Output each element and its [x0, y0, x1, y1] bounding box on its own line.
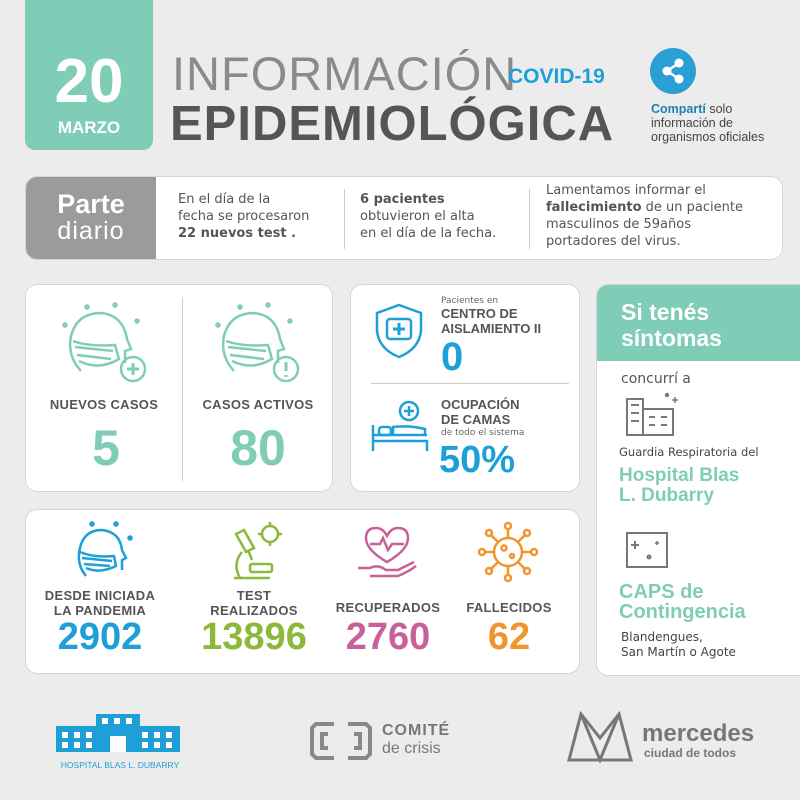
note-1-c: 22 nuevos test . [178, 226, 297, 241]
ocup-value: 50% [439, 439, 516, 481]
share-rest3: organismos oficiales [651, 130, 765, 144]
center-card: Pacientes en CENTRO DE AISLAMIENTO II 0 … [350, 284, 580, 492]
recuperados-value: 2760 [345, 616, 431, 658]
center-small: Pacientes en [441, 296, 499, 306]
cases-divider [182, 297, 183, 481]
test-value: 13896 [201, 616, 307, 658]
note-3-bold: fallecimiento [546, 200, 642, 215]
hospital-name-1: Hospital Blas [619, 465, 740, 486]
fallecidos-label: FALLECIDOS [466, 600, 552, 615]
casos-activos-value: 80 [230, 420, 286, 476]
note-3-a: Lamentamos informar el [546, 183, 706, 198]
head-mask-plus-icon [62, 302, 147, 383]
note-2-a: 6 pacientes [360, 192, 445, 207]
microscope-icon [234, 522, 282, 580]
hospital-building-icon [626, 392, 678, 436]
center-divider [371, 383, 569, 384]
test-label: TEST REALIZADOS [186, 588, 322, 618]
ocup-small: de todo el sistema [441, 428, 525, 438]
mercedes-text-2: ciudad de todos [644, 746, 737, 760]
ocup-label2: DE CAMAS [441, 412, 511, 427]
caps-name-2: Contingencia [619, 601, 746, 623]
shield-plus-icon [375, 303, 423, 359]
share-button[interactable] [650, 48, 696, 94]
comite-logo-icon [310, 722, 372, 760]
share-rest1: solo [705, 102, 733, 116]
sintomas-h1: Si tenés [621, 299, 710, 325]
caps-location-2: San Martín o Agote [621, 645, 736, 659]
hospital-bed-icon [371, 400, 429, 451]
center-label1: CENTRO DE [441, 306, 518, 321]
title-line2: EPIDEMIOLÓGICA [170, 97, 615, 151]
share-icon [662, 58, 684, 84]
title-line1: INFORMACIÓN [172, 47, 518, 100]
caps-building-icon [626, 532, 668, 568]
nuevos-casos-value: 5 [92, 420, 120, 476]
note-3: Lamentamos informar el fallecimiento de … [546, 182, 743, 250]
head-mask-icon [77, 521, 133, 577]
pandemia-l1: DESDE INICIADA [44, 588, 156, 603]
pandemia-value: 2902 [57, 616, 143, 658]
virus-icon [478, 521, 538, 582]
note-2-c: en el día de la fecha. [360, 226, 497, 241]
heart-hand-icon [358, 526, 417, 578]
caps-location-1: Blandengues, [621, 630, 703, 644]
title-tag: COVID-19 [508, 65, 605, 88]
caps-name-1: CAPS de [619, 581, 704, 603]
pandemia-l2: LA PANDEMIA [53, 603, 147, 618]
sintomas-card: Si tenés síntomas concurrí a Guardia Res… [596, 284, 800, 676]
pandemia-label: DESDE INICIADA LA PANDEMIA [32, 588, 168, 618]
date-day: 20 [54, 47, 124, 116]
date-month: MARZO [57, 118, 121, 137]
stats-card: DESDE INICIADA LA PANDEMIA 2902 TEST REA… [25, 509, 580, 674]
parte-label: Parte diario [26, 177, 156, 259]
note-2: 6 pacientes obtuvieron el alta en el día… [360, 191, 496, 242]
share-bold: Compartí [651, 102, 706, 116]
note-3-c: masculinos de 59años [546, 217, 691, 232]
hospital-name-2: L. Dubarry [619, 485, 715, 506]
fallecidos-value: 62 [487, 616, 531, 658]
share-text: Compartí solo información de organismos … [651, 102, 764, 144]
divider [344, 189, 345, 249]
date-badge: 20 MARZO [25, 0, 153, 150]
parte-diario-bar: Parte diario En el día de la fecha se pr… [25, 176, 783, 260]
parte-word1: Parte [57, 189, 125, 219]
hospital-logo-text: HOSPITAL BLAS L. DUBARRY [60, 760, 180, 770]
comite-text-1: COMITÉ [382, 722, 451, 739]
share-rest2: información de [651, 116, 733, 130]
ocup-label1: OCUPACIÓN [441, 397, 520, 412]
note-1-a: En el día de la [178, 192, 271, 207]
note-2-b: obtuvieron el alta [360, 209, 475, 224]
mercedes-text-1: mercedes [642, 720, 755, 747]
hospital-logo [56, 714, 180, 752]
parte-word2: diario [57, 217, 125, 245]
concurri-text: concurrí a [621, 371, 691, 387]
center-label2: AISLAMIENTO II [441, 321, 542, 336]
test-l1: TEST [236, 588, 272, 603]
divider [529, 189, 530, 249]
note-3-rest: de un paciente [641, 200, 743, 215]
casos-activos-label: CASOS ACTIVOS [202, 397, 314, 412]
cases-card: NUEVOS CASOS 5 CASOS ACTIVOS 80 [25, 284, 333, 492]
center-value: 0 [441, 335, 464, 379]
sintomas-header [597, 285, 800, 361]
note-1: En el día de la fecha se procesaron 22 n… [178, 191, 309, 242]
guardia-text: Guardia Respiratoria del [619, 445, 759, 459]
note-1-b: fecha se procesaron [178, 209, 310, 224]
sintomas-h2: síntomas [621, 325, 722, 351]
test-l2: REALIZADOS [210, 603, 298, 618]
mercedes-logo-icon [567, 710, 633, 764]
nuevos-casos-label: NUEVOS CASOS [49, 397, 159, 412]
comite-text-2: de crisis [382, 740, 441, 757]
recuperados-label: RECUPERADOS [335, 600, 441, 615]
head-mask-alert-icon [215, 302, 300, 383]
note-3-d: portadores del virus. [546, 234, 681, 249]
